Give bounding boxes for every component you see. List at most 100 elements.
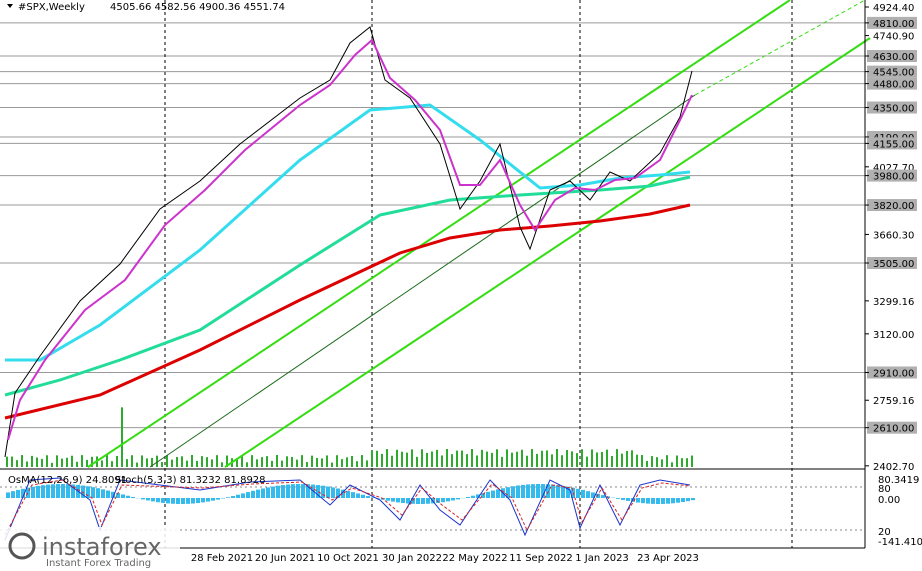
volume-bar [571,451,573,467]
osma-bar [16,489,20,498]
volume-bar [56,455,58,467]
osma-bar [661,498,665,504]
volume-bar [161,462,163,467]
volume-bar [266,456,268,467]
volume-bar [371,450,373,467]
price-label: 4027.70 [873,163,914,174]
watermark: instaforex Instant Forex Trading [0,527,180,571]
osma-bar [586,491,590,498]
price-label: 4740.90 [873,32,914,43]
volume-bar [211,459,213,467]
date-label: 30 Jan 2022 [382,553,442,564]
price-label: 2759.16 [873,396,914,407]
osma-bar [531,484,535,498]
osma-bar [336,488,340,498]
osma-bar [341,489,345,498]
volume-bar [676,455,678,467]
volume-bar [551,454,553,467]
volume-bar [101,460,103,467]
osma-bar [516,485,520,498]
volume-bar [336,455,338,467]
osma-bar [616,498,620,499]
volume-bar [686,458,688,467]
osma-bar [361,494,365,498]
volume-bar [441,455,443,467]
trend-extension [694,0,866,96]
volume-bar [181,456,183,467]
osma-bar [666,498,670,504]
osma-bar [626,498,630,501]
volume-bar [421,449,423,467]
osma-bar [101,489,105,498]
osma-bar [216,498,220,500]
volume-bar [581,449,583,467]
osma-bar [646,498,650,504]
osma-bar [196,498,200,504]
osma-bar [286,484,290,498]
volume-bar [466,454,468,467]
osma-bar [521,484,525,498]
price-label: 4630.00 [873,52,914,63]
osma-bar [551,484,555,498]
volume-bar [406,452,408,467]
indicator-label: -141.4101 [878,537,922,548]
osma-bar [686,498,690,502]
volume-bar [271,460,273,467]
volume-bar [436,449,438,467]
volume-bar [621,453,623,467]
price-label: 4545.00 [873,68,914,79]
volume-bar [11,456,13,467]
volume-bar [646,460,648,467]
volume-bar [471,449,473,467]
volume-bar [326,455,328,467]
osma-bar [191,498,195,504]
level-tag [867,257,917,269]
osma-bar [441,498,445,503]
date-label: 10 Oct 2021 [317,553,379,564]
volume-bar [566,449,568,467]
volume-bar [681,458,683,467]
osma-bar [376,498,380,499]
indicator-label: 20 [878,527,891,538]
volume-bar [216,455,218,467]
volume-bar [66,457,68,467]
osma-bar [276,485,280,498]
volume-bar [426,452,428,467]
volume-bar [191,455,193,467]
osma-bar [466,496,470,498]
osma-bar [321,485,325,498]
osma-bar [46,484,50,498]
volume-bar [276,455,278,467]
osma-bar [176,498,180,504]
osma-bar [621,498,625,500]
volume-bar [121,407,123,467]
menu-arrow[interactable] [7,4,13,8]
volume-bar [206,457,208,467]
osma-bar [236,494,240,498]
osma-label: OsMA(12,26,9) 24.8091 [8,475,127,486]
volume-bar [251,455,253,467]
osma-bar [111,491,115,498]
price-label: 4480.00 [873,80,914,91]
osma-bar [536,484,540,498]
osma-bar [596,493,600,498]
price-label: 4350.00 [873,104,914,115]
volume-bar [236,458,238,467]
osma-bar [671,498,675,504]
osma-bar [496,489,500,498]
ma-200 [4,203,691,420]
osma-bar [36,485,40,498]
osma-bar [66,484,70,498]
volume-bar [46,455,48,467]
volume-bar [396,449,398,467]
osma-bar [31,486,35,498]
volume-bar [506,449,508,467]
osma-bar [591,492,595,498]
volume-bar [256,459,258,467]
osma-bar [296,484,300,498]
stoch-main [4,477,691,541]
osma-bar [41,485,45,498]
volume-bar [306,462,308,467]
osma-bar [186,498,190,504]
osma-bar [6,492,10,498]
